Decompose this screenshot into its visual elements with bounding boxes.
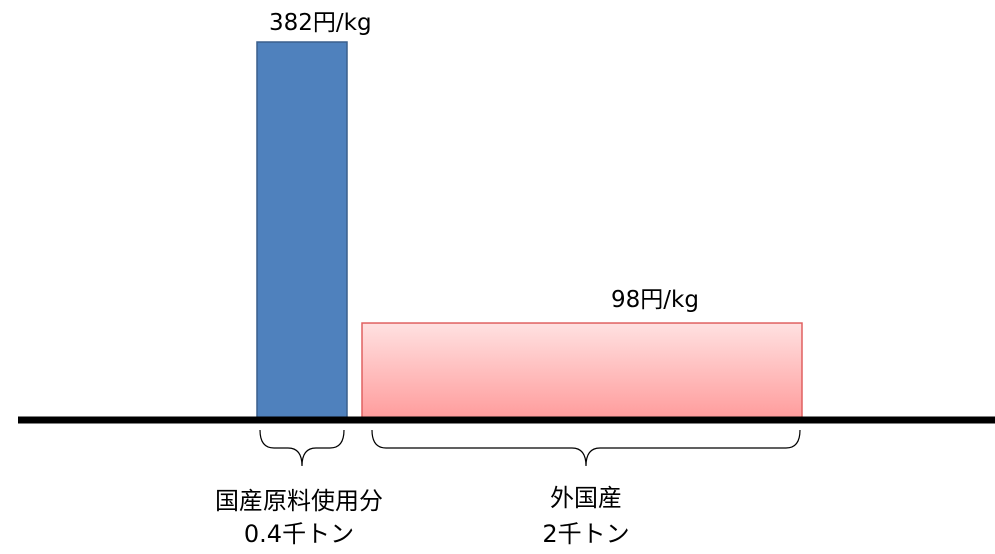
bar-domestic — [256, 41, 348, 421]
bar-value-label-domestic: 382円/kg — [269, 10, 372, 36]
brace-domestic — [259, 429, 345, 467]
brace-foreign — [371, 429, 801, 467]
quantity-label-domestic: 0.4千トン — [243, 520, 355, 548]
quantity-label-foreign: 2千トン — [542, 520, 630, 548]
bar-value-label-foreign: 98円/kg — [611, 287, 699, 314]
category-label-domestic: 国産原料使用分 — [215, 487, 383, 515]
bar-foreign — [361, 322, 803, 421]
category-label-foreign: 外国産 — [550, 484, 622, 512]
